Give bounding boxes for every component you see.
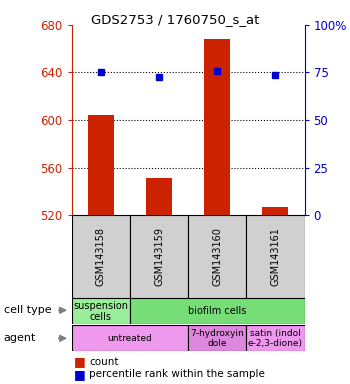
Bar bbox=[188, 325, 246, 351]
Bar bbox=[72, 325, 188, 351]
Text: agent: agent bbox=[4, 333, 36, 343]
Text: GSM143159: GSM143159 bbox=[154, 227, 164, 286]
Text: 7-hydroxyin
dole: 7-hydroxyin dole bbox=[190, 329, 244, 348]
Text: ■: ■ bbox=[74, 355, 85, 368]
Text: biofilm cells: biofilm cells bbox=[188, 306, 246, 316]
Bar bbox=[72, 298, 130, 324]
Text: GSM143160: GSM143160 bbox=[212, 227, 222, 286]
Text: GSM143158: GSM143158 bbox=[96, 227, 106, 286]
Text: GSM143161: GSM143161 bbox=[271, 227, 280, 286]
Text: ■: ■ bbox=[74, 368, 85, 381]
Bar bbox=[246, 325, 304, 351]
Text: GDS2753 / 1760750_s_at: GDS2753 / 1760750_s_at bbox=[91, 13, 259, 26]
Bar bbox=[204, 39, 230, 215]
Bar bbox=[262, 207, 288, 215]
Bar bbox=[188, 215, 246, 298]
Bar bbox=[246, 215, 304, 298]
Text: satin (indol
e-2,3-dione): satin (indol e-2,3-dione) bbox=[248, 329, 303, 348]
Text: cell type: cell type bbox=[4, 305, 51, 315]
Bar bbox=[130, 298, 304, 324]
Text: suspension
cells: suspension cells bbox=[74, 301, 128, 322]
Bar bbox=[130, 215, 188, 298]
Bar bbox=[72, 215, 130, 298]
Text: percentile rank within the sample: percentile rank within the sample bbox=[89, 369, 265, 379]
Bar bbox=[88, 115, 114, 215]
Text: untreated: untreated bbox=[107, 334, 152, 343]
Text: count: count bbox=[89, 357, 119, 367]
Bar bbox=[146, 178, 172, 215]
